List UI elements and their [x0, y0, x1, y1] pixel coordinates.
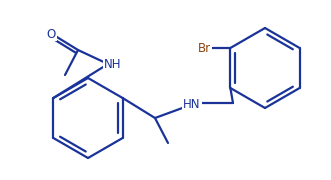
- Text: NH: NH: [104, 57, 122, 71]
- Text: Br: Br: [198, 42, 211, 55]
- Text: HN: HN: [183, 98, 201, 111]
- Text: O: O: [46, 28, 56, 40]
